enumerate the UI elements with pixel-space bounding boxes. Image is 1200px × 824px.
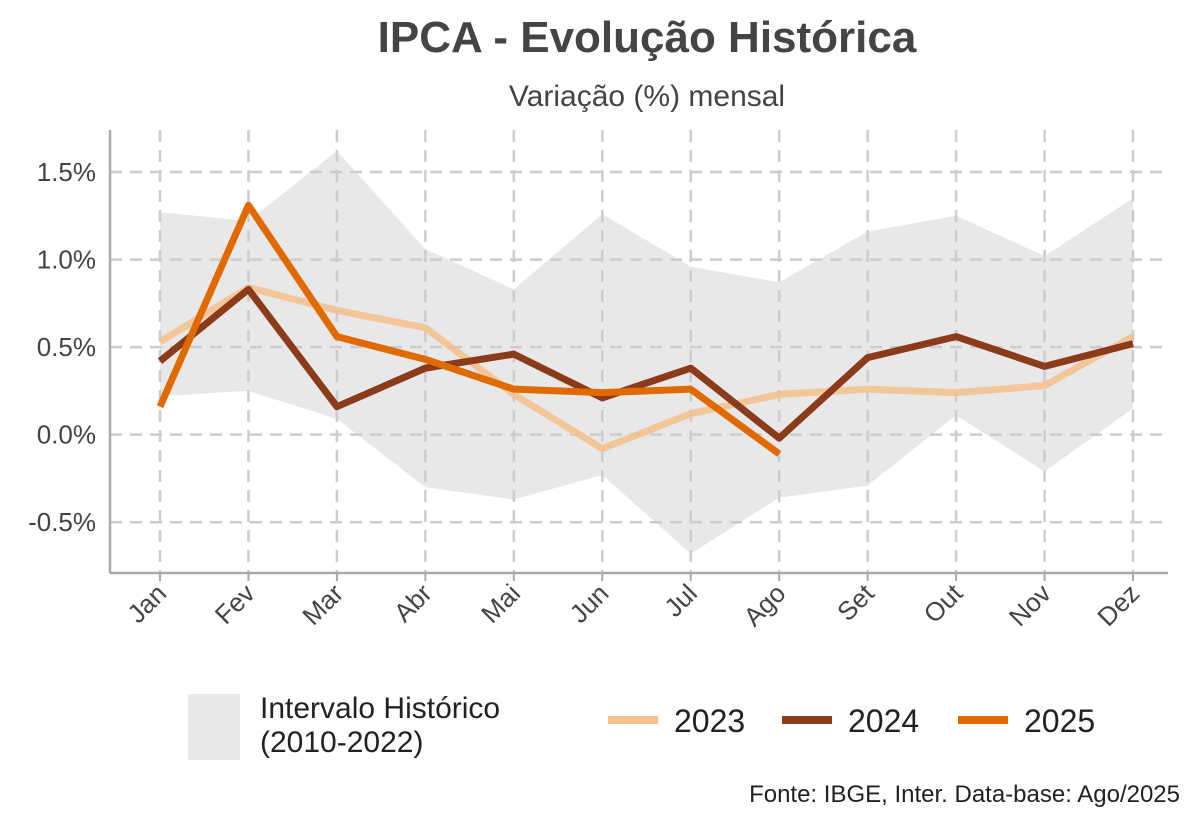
legend-label: Intervalo Histórico (2010-2022) xyxy=(260,692,501,759)
x-tick-label: Jul xyxy=(658,578,703,623)
x-tick-label: Dez xyxy=(1091,578,1145,632)
x-tick-label: Mar xyxy=(296,578,349,631)
x-tick-label: Fev xyxy=(209,578,261,630)
series-line xyxy=(156,201,782,457)
chart-subtitle: Variação (%) mensal xyxy=(509,80,785,113)
y-tick-label: 1.5% xyxy=(37,157,96,187)
x-tick-label: Jan xyxy=(121,578,172,629)
series-line xyxy=(158,284,1135,453)
x-tick-label: Out xyxy=(917,577,968,628)
x-tick-label: Nov xyxy=(1003,578,1057,632)
x-tick-label: Set xyxy=(831,577,880,626)
chart-title: IPCA - Evolução Histórica xyxy=(378,13,917,62)
x-tick-label: Abr xyxy=(388,578,438,628)
legend-label: 2025 xyxy=(1024,703,1095,739)
y-tick-label: -0.5% xyxy=(28,507,96,537)
series-line xyxy=(157,285,1134,442)
x-tick-label: Jun xyxy=(564,578,615,629)
y-tick-label: 1.0% xyxy=(37,245,96,275)
legend-label: 2024 xyxy=(848,703,919,739)
caption: Fonte: IBGE, Inter. Data-base: Ago/2025 xyxy=(749,781,1180,808)
legend-swatch-band xyxy=(188,694,240,760)
y-tick-label: 0.0% xyxy=(37,420,96,450)
x-tick-label: Ago xyxy=(737,578,791,632)
y-tick-label: 0.5% xyxy=(37,332,96,362)
legend-label: 2023 xyxy=(674,703,745,739)
x-tick-label: Mai xyxy=(475,578,526,629)
historical-band xyxy=(160,151,1133,554)
